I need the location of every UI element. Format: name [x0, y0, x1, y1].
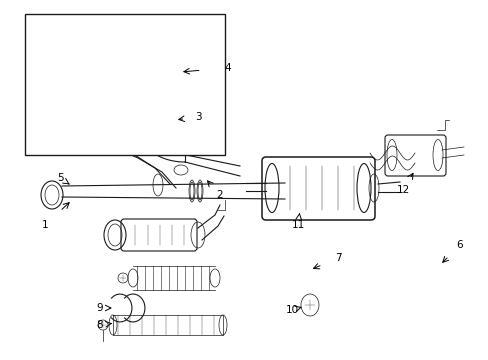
Text: 9: 9 — [97, 303, 103, 313]
Text: 7: 7 — [334, 253, 341, 263]
Text: 10: 10 — [285, 305, 298, 315]
Text: 1: 1 — [41, 220, 48, 230]
Text: 5: 5 — [57, 173, 63, 183]
Text: 8: 8 — [97, 320, 103, 330]
Ellipse shape — [197, 180, 203, 202]
Text: 2: 2 — [216, 190, 223, 200]
Text: 4: 4 — [224, 63, 231, 73]
Text: 12: 12 — [396, 185, 409, 195]
Text: 3: 3 — [194, 112, 201, 122]
Bar — [25, 14, 224, 155]
Text: 11: 11 — [291, 220, 304, 230]
Text: 6: 6 — [456, 240, 462, 250]
Ellipse shape — [153, 174, 163, 196]
Ellipse shape — [189, 180, 195, 202]
